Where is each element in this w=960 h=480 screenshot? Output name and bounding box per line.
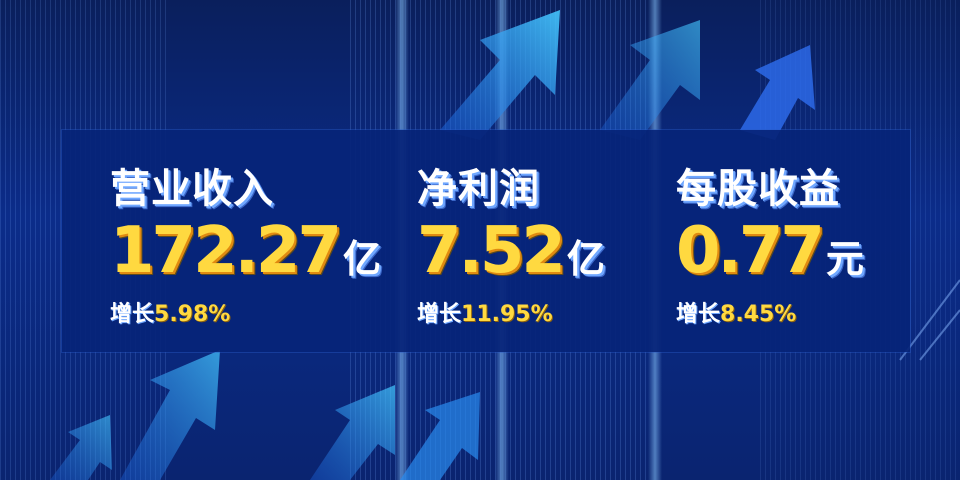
metric-title: 净利润 xyxy=(417,166,540,212)
metric-growth: 增长5.98% xyxy=(110,296,230,328)
metric-value: 0.77 元 xyxy=(676,214,864,288)
upward-arrow-icon xyxy=(400,392,480,480)
upward-arrow-icon xyxy=(440,10,560,140)
growth-value: 11.95% xyxy=(461,302,553,327)
upward-arrow-icon xyxy=(740,45,815,140)
metric-value: 7.52 亿 xyxy=(417,214,605,288)
growth-label: 增长 xyxy=(110,302,155,327)
metric-number: 7.52 xyxy=(417,214,566,288)
metric-unit: 亿 xyxy=(566,237,605,281)
growth-value: 5.98% xyxy=(154,302,231,327)
upward-arrow-icon xyxy=(50,415,112,480)
metric-number: 172.27 xyxy=(110,214,342,288)
upward-arrow-icon xyxy=(310,385,395,480)
metric-value: 172.27 亿 xyxy=(110,214,381,288)
upward-arrow-icon xyxy=(600,20,700,140)
metric-title: 营业收入 xyxy=(110,166,274,212)
growth-label: 增长 xyxy=(676,302,721,327)
metric-unit: 亿 xyxy=(342,237,381,281)
growth-value: 8.45% xyxy=(720,302,797,327)
metric-unit: 元 xyxy=(825,237,864,281)
metric-number: 0.77 xyxy=(676,214,825,288)
upward-arrow-icon xyxy=(120,350,220,480)
metric-title: 每股收益 xyxy=(676,166,840,212)
growth-label: 增长 xyxy=(417,302,462,327)
metrics-panel: 营业收入 172.27 亿 增长5.98% 净利润 7.52 亿 增长11.95% … xyxy=(62,130,910,352)
metric-growth: 增长11.95% xyxy=(417,296,553,328)
metric-growth: 增长8.45% xyxy=(676,296,796,328)
